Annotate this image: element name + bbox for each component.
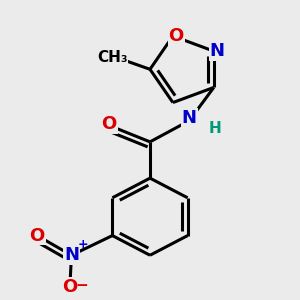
Text: N: N bbox=[210, 42, 225, 60]
Text: H: H bbox=[209, 121, 222, 136]
Text: O: O bbox=[29, 226, 45, 244]
Text: O: O bbox=[101, 115, 117, 133]
Text: CH₃: CH₃ bbox=[97, 50, 128, 65]
Text: O: O bbox=[62, 278, 77, 296]
Text: −: − bbox=[75, 278, 88, 293]
Text: N: N bbox=[182, 109, 197, 127]
Text: O: O bbox=[169, 27, 184, 45]
Text: N: N bbox=[64, 246, 79, 264]
Text: +: + bbox=[78, 238, 88, 251]
